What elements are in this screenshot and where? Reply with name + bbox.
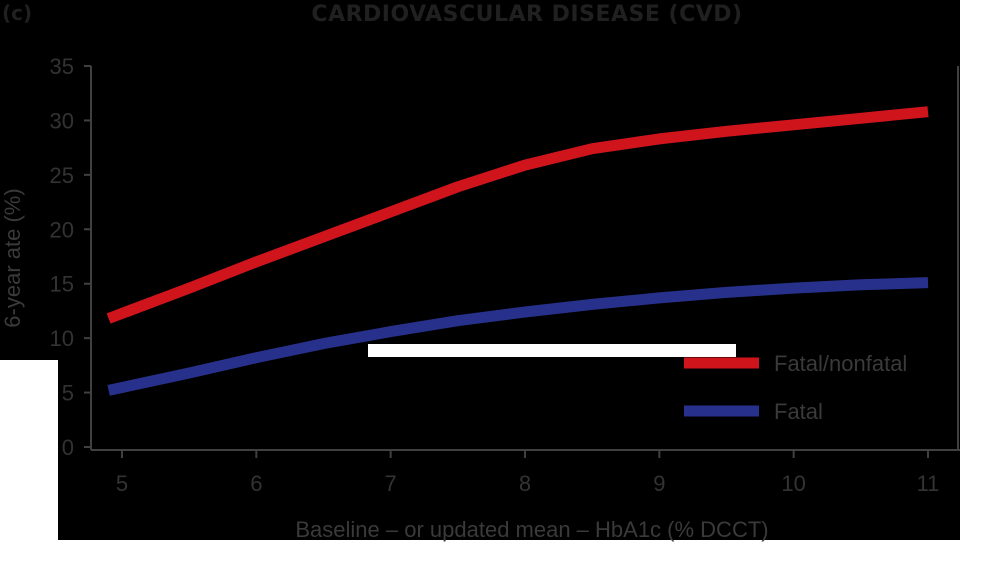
highlight-bar — [368, 344, 736, 357]
y-tick-label: 10 — [50, 326, 74, 351]
x-tick-label: 11 — [917, 471, 940, 496]
y-tick-label: 30 — [50, 108, 74, 133]
plot-background — [58, 0, 960, 540]
series-line-fatal — [107, 277, 929, 396]
y-tick-label: 0 — [62, 435, 74, 460]
series-group — [106, 106, 929, 396]
x-axis-label: Baseline – or updated mean – HbA1c (% DC… — [295, 517, 768, 542]
x-tick-label: 8 — [519, 471, 531, 496]
chart-title: CARDIOVASCULAR DISEASE (CVD) — [311, 2, 742, 27]
panel-label: (c) — [2, 1, 32, 25]
left-band-background — [0, 0, 58, 360]
x-tick-label: 5 — [116, 471, 128, 496]
y-tick-label: 5 — [62, 381, 74, 406]
y-tick-group: 0 5 10 15 20 25 30 35 — [50, 54, 91, 460]
x-tick-label: 6 — [250, 471, 262, 496]
y-tick-label: 15 — [50, 272, 74, 297]
legend: Fatal/nonfatal Fatal — [684, 351, 907, 424]
x-tick-label: 10 — [781, 471, 805, 496]
series-line-fatal-nonfatal — [106, 106, 929, 324]
legend-label-fatal: Fatal — [774, 399, 823, 424]
y-axis-label: 6-year ate (%) — [0, 188, 25, 327]
legend-label-fatal-nonfatal: Fatal/nonfatal — [774, 351, 907, 376]
x-tick-group: 5 6 7 8 9 10 11 — [116, 450, 940, 496]
y-tick-label: 35 — [50, 54, 74, 79]
x-tick-label: 9 — [653, 471, 665, 496]
y-tick-label: 20 — [50, 217, 74, 242]
x-tick-label: 7 — [385, 471, 397, 496]
y-tick-label: 25 — [50, 163, 74, 188]
